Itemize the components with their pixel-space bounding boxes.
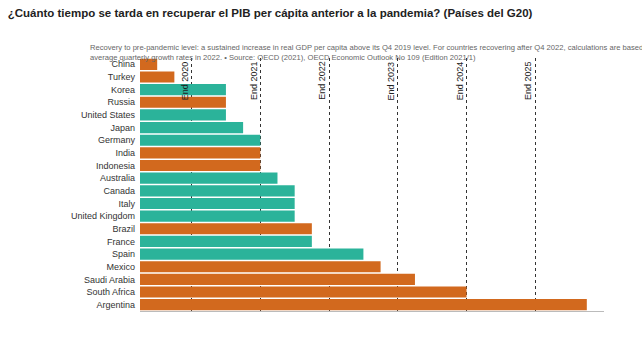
svg-text:Canada: Canada [103,186,135,196]
svg-text:End 2023: End 2023 [386,62,396,101]
svg-text:Australia: Australia [100,173,135,183]
svg-text:Argentina: Argentina [96,300,135,310]
svg-text:End 2020: End 2020 [180,62,190,101]
svg-text:China: China [111,59,135,69]
svg-text:Indonesia: Indonesia [96,161,135,171]
svg-text:Spain: Spain [112,249,135,259]
svg-text:Germany: Germany [98,135,136,145]
svg-text:South Africa: South Africa [86,287,135,297]
svg-text:Russia: Russia [107,97,135,107]
svg-text:Korea: Korea [111,85,135,95]
svg-text:Saudi Arabia: Saudi Arabia [84,275,135,285]
svg-text:Italy: Italy [118,199,135,209]
svg-text:End 2021: End 2021 [249,62,259,101]
svg-text:End 2024: End 2024 [455,62,465,101]
svg-text:France: France [107,237,135,247]
svg-text:Japan: Japan [110,123,135,133]
svg-text:End 2025: End 2025 [523,61,533,100]
svg-text:United Kingdom: United Kingdom [71,211,135,221]
svg-text:End 2022: End 2022 [317,61,327,100]
svg-text:Mexico: Mexico [106,262,135,272]
svg-text:Turkey: Turkey [108,72,136,82]
svg-text:Brazil: Brazil [112,224,135,234]
svg-text:India: India [115,148,135,158]
svg-text:¿Cuánto tiempo se tarda en rec: ¿Cuánto tiempo se tarda en recuperar el … [8,7,533,20]
svg-text:United States: United States [81,110,136,120]
svg-text:Recovery to pre-pandemic level: Recovery to pre-pandemic level: a sustai… [90,43,642,62]
